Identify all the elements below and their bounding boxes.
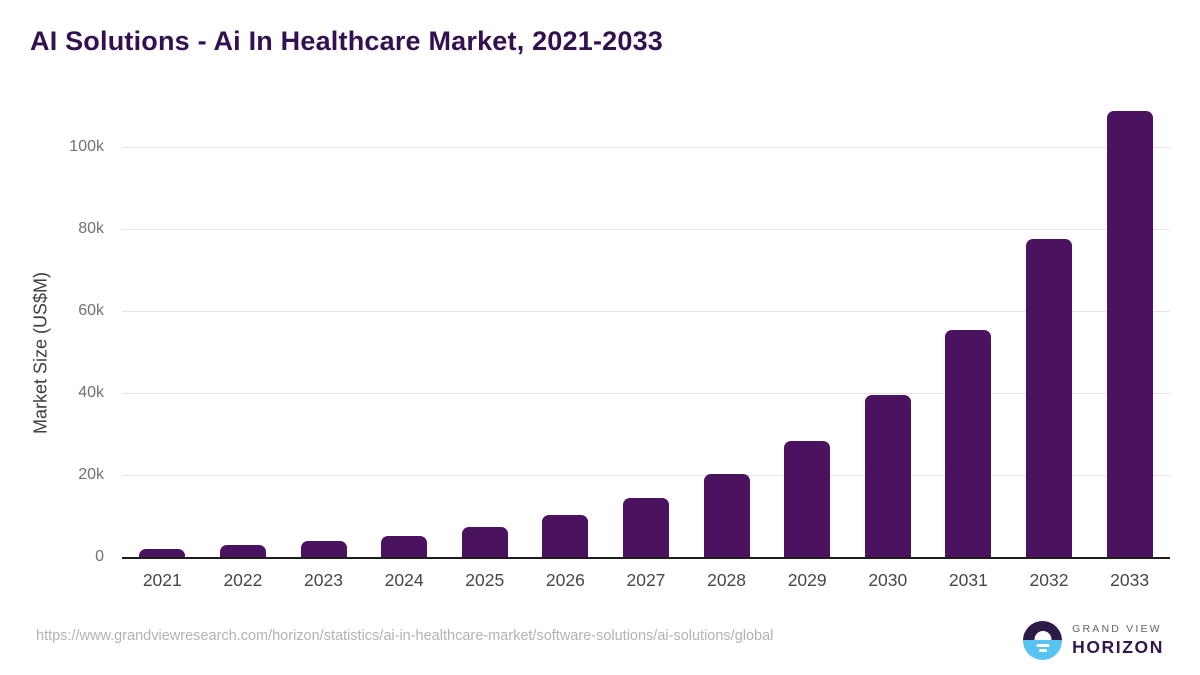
y-axis-label: Market Size (US$M): [30, 271, 51, 435]
source-url: https://www.grandviewresearch.com/horizo…: [36, 628, 774, 644]
bar-slot-2026: [525, 99, 606, 558]
gridline-60k: [122, 311, 1170, 313]
bar-2023[interactable]: [300, 541, 347, 558]
bar-2025[interactable]: [461, 527, 508, 558]
x-axis-line: [122, 557, 1170, 559]
bar-slot-2022: [203, 99, 284, 558]
gridline-100k: [122, 147, 1170, 149]
bar-slot-2031: [928, 99, 1009, 558]
bars-container: [122, 99, 1170, 558]
gridline-20k: [122, 475, 1170, 477]
bar-2031[interactable]: [945, 330, 992, 558]
x-tick-label-2027: 2027: [626, 570, 666, 590]
bar-slot-2028: [686, 99, 767, 558]
x-tick-label-2029: 2029: [787, 570, 827, 590]
bar-2028[interactable]: [703, 474, 750, 558]
bar-slot-2027: [606, 99, 687, 558]
bar-slot-2033: [1089, 99, 1170, 558]
logo-horizon-line-1: [1036, 643, 1050, 647]
bar-2033[interactable]: [1106, 111, 1153, 558]
logo-sun-dome: [1034, 631, 1052, 640]
bar-slot-2029: [767, 99, 848, 558]
bar-2032[interactable]: [1026, 238, 1072, 558]
bar-slot-2023: [283, 99, 364, 558]
plot-area: 0 20k 40k 60k 80k 100k 2021 2022 2023 2024 2025 20…: [69, 99, 1170, 590]
horizon-sun-icon: [1023, 620, 1063, 660]
y-tick-label-40k: 40k: [78, 384, 104, 402]
logo-text: GRAND VIEW HORIZON: [1072, 623, 1164, 658]
logo-top-half: [1023, 620, 1063, 640]
bar-slot-2032: [1009, 99, 1090, 558]
logo-brand-name: GRAND VIEW: [1072, 622, 1162, 635]
bar-2021[interactable]: [139, 548, 186, 558]
x-tick-label-2031: 2031: [948, 570, 988, 590]
x-tick-label-2033: 2033: [1110, 570, 1150, 590]
y-tick-label-20k: 20k: [78, 466, 104, 484]
bar-slot-2024: [364, 99, 445, 558]
bar-slot-2025: [444, 99, 525, 558]
bar-2022[interactable]: [219, 545, 266, 558]
bar-2024[interactable]: [381, 535, 428, 558]
bar-slot-2021: [122, 99, 203, 558]
x-tick-label-2022: 2022: [223, 570, 263, 590]
y-tick-label-100k: 100k: [69, 138, 104, 156]
bar-2029[interactable]: [784, 440, 831, 558]
chart-title: AI Solutions - Ai In Healthcare Market, …: [30, 26, 664, 56]
x-tick-label-2023: 2023: [304, 570, 343, 590]
bar-2026[interactable]: [542, 515, 589, 558]
grand-view-horizon-logo: GRAND VIEW HORIZON: [1023, 618, 1164, 662]
y-tick-label-80k: 80k: [78, 220, 104, 238]
bar-2027[interactable]: [622, 498, 669, 558]
x-tick-label-2021: 2021: [142, 570, 182, 590]
logo-horizon-line-2: [1038, 648, 1047, 652]
y-tick-label-0: 0: [95, 548, 104, 565]
bar-slot-2030: [847, 99, 928, 558]
y-tick-label-60k: 60k: [78, 302, 104, 320]
x-tick-labels: 2021 2022 2023 2024 2025 2026 2027 2028 2029 2030…: [122, 570, 1170, 591]
gridline-40k: [122, 393, 1170, 395]
logo-product-name: HORIZON: [1072, 636, 1164, 657]
x-tick-label-2025: 2025: [465, 570, 505, 590]
x-tick-label-2030: 2030: [868, 570, 908, 590]
x-tick-label-2028: 2028: [707, 570, 747, 590]
x-tick-label-2024: 2024: [384, 570, 424, 590]
x-tick-label-2026: 2026: [545, 570, 585, 590]
gridline-80k: [122, 229, 1170, 231]
x-tick-label-2032: 2032: [1029, 570, 1069, 590]
bar-2030[interactable]: [864, 394, 911, 558]
